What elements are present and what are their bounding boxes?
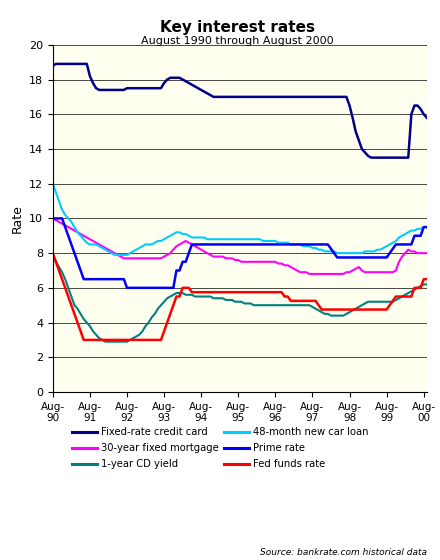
Line: Fed funds rate: Fed funds rate — [53, 253, 427, 340]
Prime rate — [415, 232, 420, 239]
1-year CD yield — [291, 302, 297, 309]
48-month new car loan — [415, 226, 420, 232]
Prime rate — [257, 241, 263, 248]
Prime rate — [400, 241, 405, 248]
Fed funds rate — [424, 276, 429, 283]
Line: 48-month new car loan: 48-month new car loan — [53, 184, 427, 255]
Fixed-rate credit card — [369, 155, 374, 161]
48-month new car loan — [257, 236, 263, 242]
Fixed-rate credit card — [50, 62, 55, 69]
Y-axis label: Rate: Rate — [11, 204, 23, 233]
48-month new car loan — [291, 241, 297, 248]
48-month new car loan — [50, 180, 55, 187]
30-year fixed mortgage — [307, 270, 312, 277]
Fixed-rate credit card — [291, 94, 297, 100]
Fixed-rate credit card — [418, 106, 423, 113]
30-year fixed mortgage — [171, 246, 176, 253]
Fixed-rate credit card — [53, 60, 59, 67]
Fed funds rate — [174, 293, 179, 300]
30-year fixed mortgage — [137, 255, 142, 262]
Fed funds rate — [415, 284, 420, 291]
Fed funds rate — [81, 337, 86, 343]
30-year fixed mortgage — [50, 215, 55, 222]
48-month new car loan — [140, 243, 145, 250]
48-month new car loan — [424, 224, 429, 231]
Prime rate — [140, 284, 145, 291]
1-year CD yield — [174, 290, 179, 296]
Fixed-rate credit card — [174, 74, 179, 81]
Fed funds rate — [140, 337, 145, 343]
30-year fixed mortgage — [288, 264, 293, 270]
Fixed-rate credit card — [257, 94, 263, 100]
48-month new car loan — [112, 251, 117, 258]
30-year fixed mortgage — [254, 259, 260, 265]
Line: Prime rate: Prime rate — [53, 218, 427, 288]
Text: Source: bankrate.com historical data: Source: bankrate.com historical data — [260, 548, 427, 557]
Fed funds rate — [400, 293, 405, 300]
Line: 1-year CD yield: 1-year CD yield — [53, 256, 427, 342]
Fixed-rate credit card — [140, 85, 145, 92]
Line: 30-year fixed mortgage: 30-year fixed mortgage — [53, 218, 427, 274]
1-year CD yield — [415, 284, 420, 291]
Line: Fixed-rate credit card: Fixed-rate credit card — [53, 64, 427, 158]
Prime rate — [50, 215, 55, 222]
1-year CD yield — [400, 293, 405, 300]
Prime rate — [424, 224, 429, 231]
Prime rate — [125, 284, 130, 291]
Fed funds rate — [257, 289, 263, 296]
30-year fixed mortgage — [415, 250, 420, 256]
1-year CD yield — [50, 253, 55, 260]
1-year CD yield — [257, 302, 263, 309]
Fixed-rate credit card — [403, 155, 408, 161]
Legend: Fixed-rate credit card, 30-year fixed mortgage, 1-year CD yield, 48-month new ca: Fixed-rate credit card, 30-year fixed mo… — [68, 423, 372, 473]
1-year CD yield — [103, 338, 108, 345]
48-month new car loan — [400, 232, 405, 239]
Fed funds rate — [291, 297, 297, 304]
Fixed-rate credit card — [424, 114, 429, 121]
1-year CD yield — [424, 281, 429, 288]
30-year fixed mortgage — [424, 250, 429, 256]
Prime rate — [174, 267, 179, 274]
Text: Key interest rates: Key interest rates — [160, 20, 315, 35]
Text: August 1990 through August 2000: August 1990 through August 2000 — [141, 36, 334, 46]
Prime rate — [291, 241, 297, 248]
1-year CD yield — [140, 328, 145, 335]
Fed funds rate — [50, 250, 55, 256]
30-year fixed mortgage — [400, 253, 405, 260]
48-month new car loan — [174, 229, 179, 236]
